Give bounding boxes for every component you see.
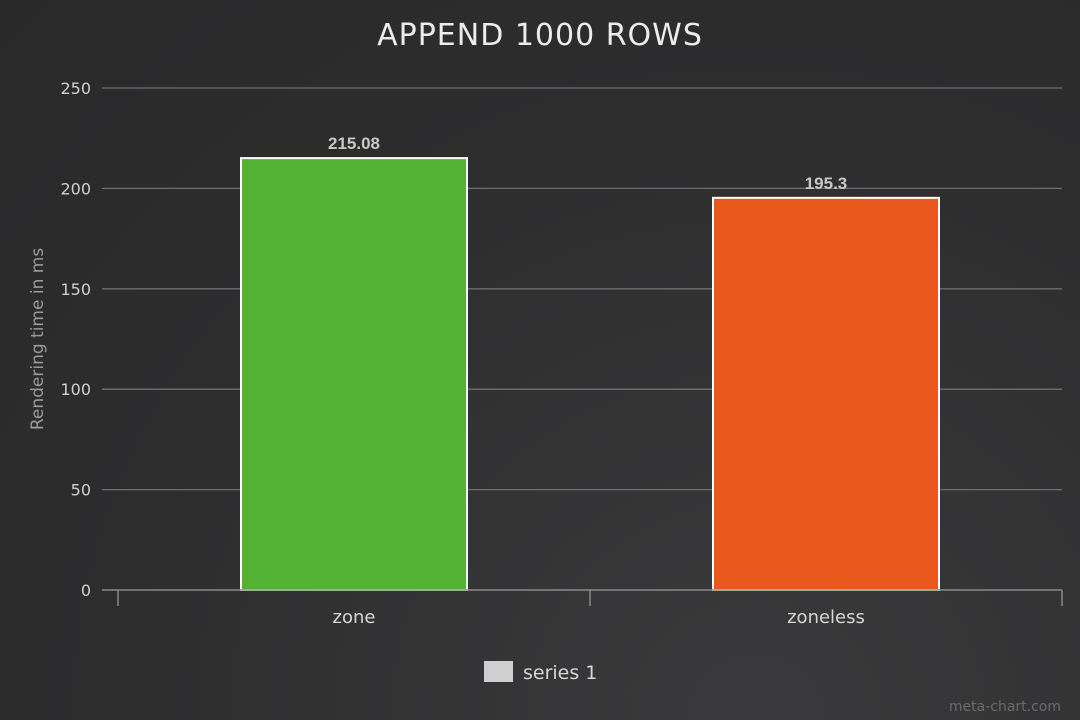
y-tick-label: 50 xyxy=(71,481,91,500)
x-tick-label-zone: zone xyxy=(333,607,376,628)
data-label-zone: 215.08 xyxy=(328,134,380,153)
x-tick-label-zoneless: zoneless xyxy=(787,607,865,628)
credit-text: meta-chart.com xyxy=(949,699,1061,715)
bar-zoneless xyxy=(712,196,940,592)
bar-zone xyxy=(240,157,468,591)
bars xyxy=(240,157,940,592)
legend-swatch-series-1 xyxy=(484,661,513,682)
y-tick-label: 100 xyxy=(60,380,91,399)
y-tick-label: 250 xyxy=(60,79,91,98)
y-tick-label: 150 xyxy=(60,280,91,299)
y-axis-ticks: 0 50 100 150 200 250 xyxy=(60,79,91,600)
y-tick-label: 200 xyxy=(60,179,91,198)
legend: series 1 xyxy=(484,661,597,684)
legend-label-series-1: series 1 xyxy=(523,662,597,684)
data-labels: 215.08 195.3 xyxy=(328,134,847,193)
y-tick-label: 0 xyxy=(81,581,91,600)
chart-title: APPEND 1000 ROWS xyxy=(377,18,703,53)
y-axis-title: Rendering time in ms xyxy=(28,248,48,430)
x-axis: zone zoneless xyxy=(102,589,1063,628)
data-label-zoneless: 195.3 xyxy=(805,174,848,193)
